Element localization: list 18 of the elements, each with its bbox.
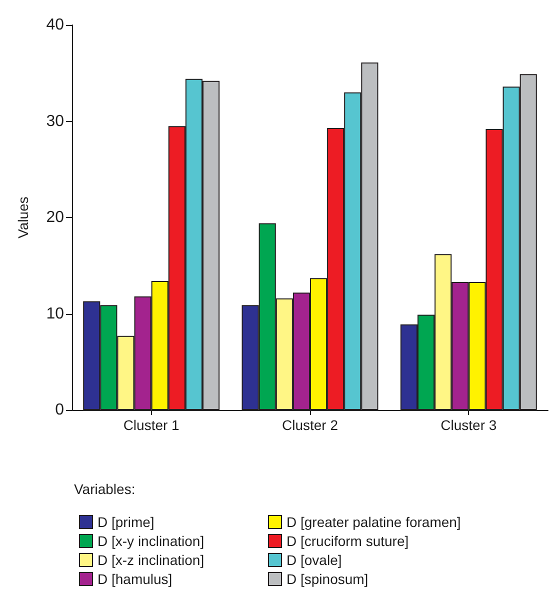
y-tick-label: 30 (46, 112, 64, 130)
y-tick-label: 40 (46, 16, 64, 34)
y-tick-label: 20 (46, 209, 64, 226)
legend-label: D [cruciform suture] (286, 533, 409, 549)
y-tick-label: 0 (55, 402, 64, 418)
legend-label: D [greater palatine foramen] (286, 514, 461, 530)
legend-label: D [spinosum] (286, 571, 368, 587)
legend-label: D [ovale] (286, 552, 342, 568)
y-tick-label: 10 (46, 305, 64, 322)
x-tick-label: Cluster 2 (282, 417, 338, 433)
legend-label: D [x-y inclination] (98, 533, 204, 549)
legend-label: D [x-z inclination] (98, 552, 204, 568)
legend-label: D [prime] (98, 514, 154, 530)
x-tick-label: Cluster 1 (123, 417, 180, 433)
legend-title: Variables: (74, 481, 136, 497)
x-tick-label: Cluster 3 (440, 417, 497, 433)
legend-label: D [hamulus] (98, 571, 172, 587)
y-axis-title: Values (15, 196, 31, 238)
